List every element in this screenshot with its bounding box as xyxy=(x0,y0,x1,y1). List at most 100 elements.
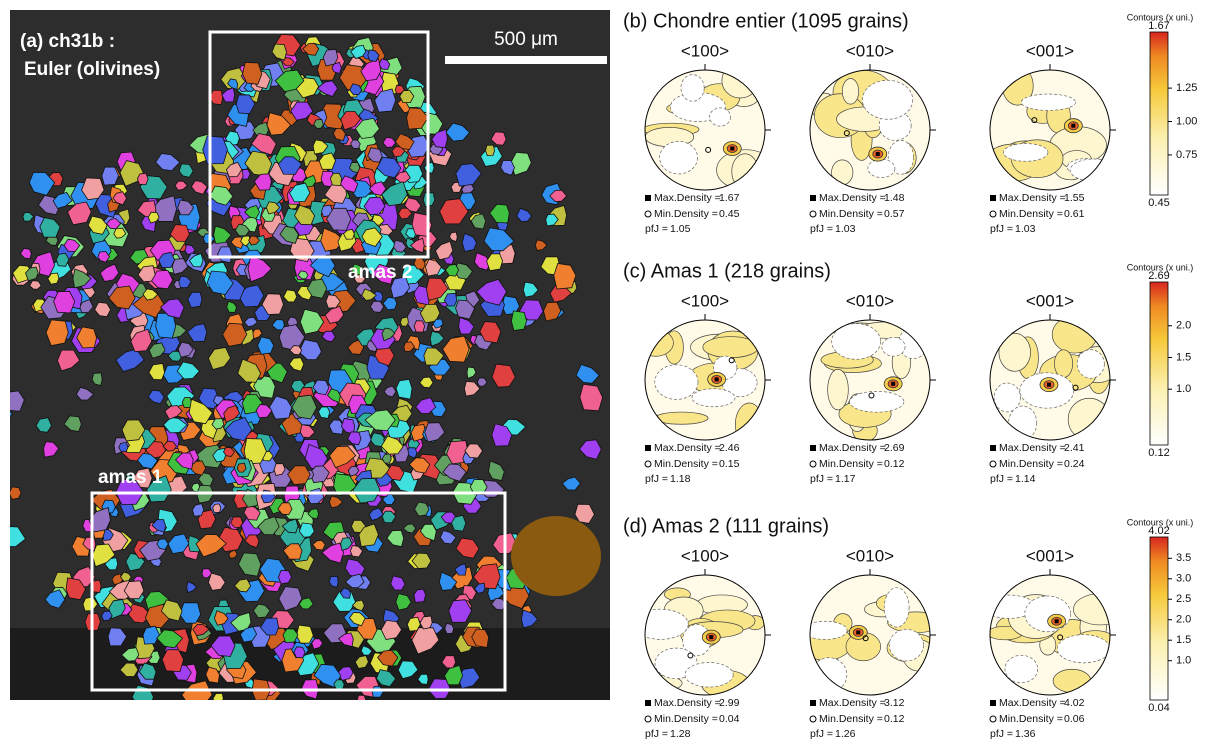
grain xyxy=(367,49,380,62)
grain xyxy=(434,240,454,261)
grain xyxy=(188,398,213,425)
grain xyxy=(461,232,477,252)
grain xyxy=(234,121,257,141)
grain xyxy=(444,622,455,635)
grain xyxy=(176,361,200,380)
ebsd-map xyxy=(10,10,610,749)
grain xyxy=(458,316,475,335)
grain xyxy=(399,316,409,327)
grain xyxy=(207,347,231,370)
grain xyxy=(214,725,244,749)
grain xyxy=(253,173,272,191)
grain xyxy=(250,706,261,717)
stat-value: 1.05 xyxy=(670,223,691,235)
grain xyxy=(255,404,273,419)
grain xyxy=(191,503,205,517)
grain xyxy=(413,256,426,270)
legend-min-marker xyxy=(644,460,652,468)
min-marker xyxy=(728,357,735,364)
pole-axis-label: <100> xyxy=(681,41,729,60)
grain xyxy=(252,603,271,619)
colorbar-title: Contours (x uni.) xyxy=(1127,12,1194,22)
stat-label: pfJ = xyxy=(990,728,1013,740)
grain xyxy=(307,508,319,520)
grain xyxy=(448,599,473,623)
min-marker xyxy=(862,635,869,642)
grain xyxy=(296,624,314,644)
grain xyxy=(294,204,316,226)
grain xyxy=(233,578,252,593)
grain xyxy=(225,738,240,749)
grain xyxy=(293,646,306,659)
grain xyxy=(56,349,81,372)
grain xyxy=(561,476,581,491)
stat-value: 0.12 xyxy=(884,713,905,725)
colorbar-tick-label: 3.0 xyxy=(1176,573,1191,585)
grain xyxy=(243,316,259,328)
colorbar-tick-label: 0.75 xyxy=(1176,149,1197,161)
grain xyxy=(148,363,166,381)
contour xyxy=(1052,668,1092,693)
legend-max-marker xyxy=(810,700,816,706)
contour xyxy=(731,153,759,190)
grain xyxy=(342,228,355,240)
grain xyxy=(156,629,184,649)
grain xyxy=(227,78,239,91)
grain xyxy=(174,180,188,191)
contour-dashed xyxy=(1003,143,1049,162)
grain xyxy=(130,328,153,353)
legend-min-marker xyxy=(989,210,997,218)
grain xyxy=(419,376,434,389)
stat-value: 0.24 xyxy=(1064,458,1085,470)
grain xyxy=(178,275,192,289)
contour-dashed xyxy=(867,158,896,178)
grain xyxy=(195,534,227,558)
grain xyxy=(239,626,258,643)
stat-value: 1.55 xyxy=(1064,192,1085,204)
grain xyxy=(230,236,245,249)
grain xyxy=(136,452,159,470)
grain xyxy=(187,291,203,309)
grain xyxy=(178,163,194,178)
grain xyxy=(53,290,76,314)
pole-axis-label: <001> xyxy=(1026,41,1074,60)
grain xyxy=(349,545,364,558)
grain xyxy=(545,213,559,227)
grain xyxy=(309,254,336,278)
grain xyxy=(257,516,280,536)
grain xyxy=(161,649,185,673)
contour-dashed xyxy=(680,74,705,102)
contour-dashed xyxy=(887,140,914,175)
grain xyxy=(374,88,397,113)
grain xyxy=(236,462,247,473)
grain xyxy=(510,310,528,331)
grain xyxy=(162,417,188,434)
legend-min-marker xyxy=(809,460,817,468)
grain xyxy=(349,162,361,173)
grain xyxy=(534,239,548,251)
stat-value: 2.41 xyxy=(1064,442,1085,454)
panel-title: (d) Amas 2 (111 grains) xyxy=(623,515,829,537)
grain xyxy=(113,227,127,239)
stat-value: 0.04 xyxy=(719,713,740,725)
grain xyxy=(490,131,507,146)
grain xyxy=(277,156,303,175)
grain xyxy=(226,300,237,313)
grain xyxy=(472,563,501,590)
stat-value: 3.12 xyxy=(884,697,905,709)
region-label: amas 1 xyxy=(98,467,163,488)
grain xyxy=(155,153,181,172)
grain xyxy=(489,203,510,224)
grain xyxy=(438,571,458,591)
grain xyxy=(35,417,52,433)
grain xyxy=(289,345,303,356)
grain xyxy=(349,83,363,96)
grain xyxy=(406,107,429,130)
grain xyxy=(451,514,467,532)
stat-label: Min.Density = xyxy=(654,458,718,470)
pole-contours xyxy=(990,593,1110,693)
stat-label: pfJ = xyxy=(645,473,668,485)
grain xyxy=(123,580,145,600)
grain xyxy=(439,530,457,545)
grain xyxy=(380,435,404,455)
